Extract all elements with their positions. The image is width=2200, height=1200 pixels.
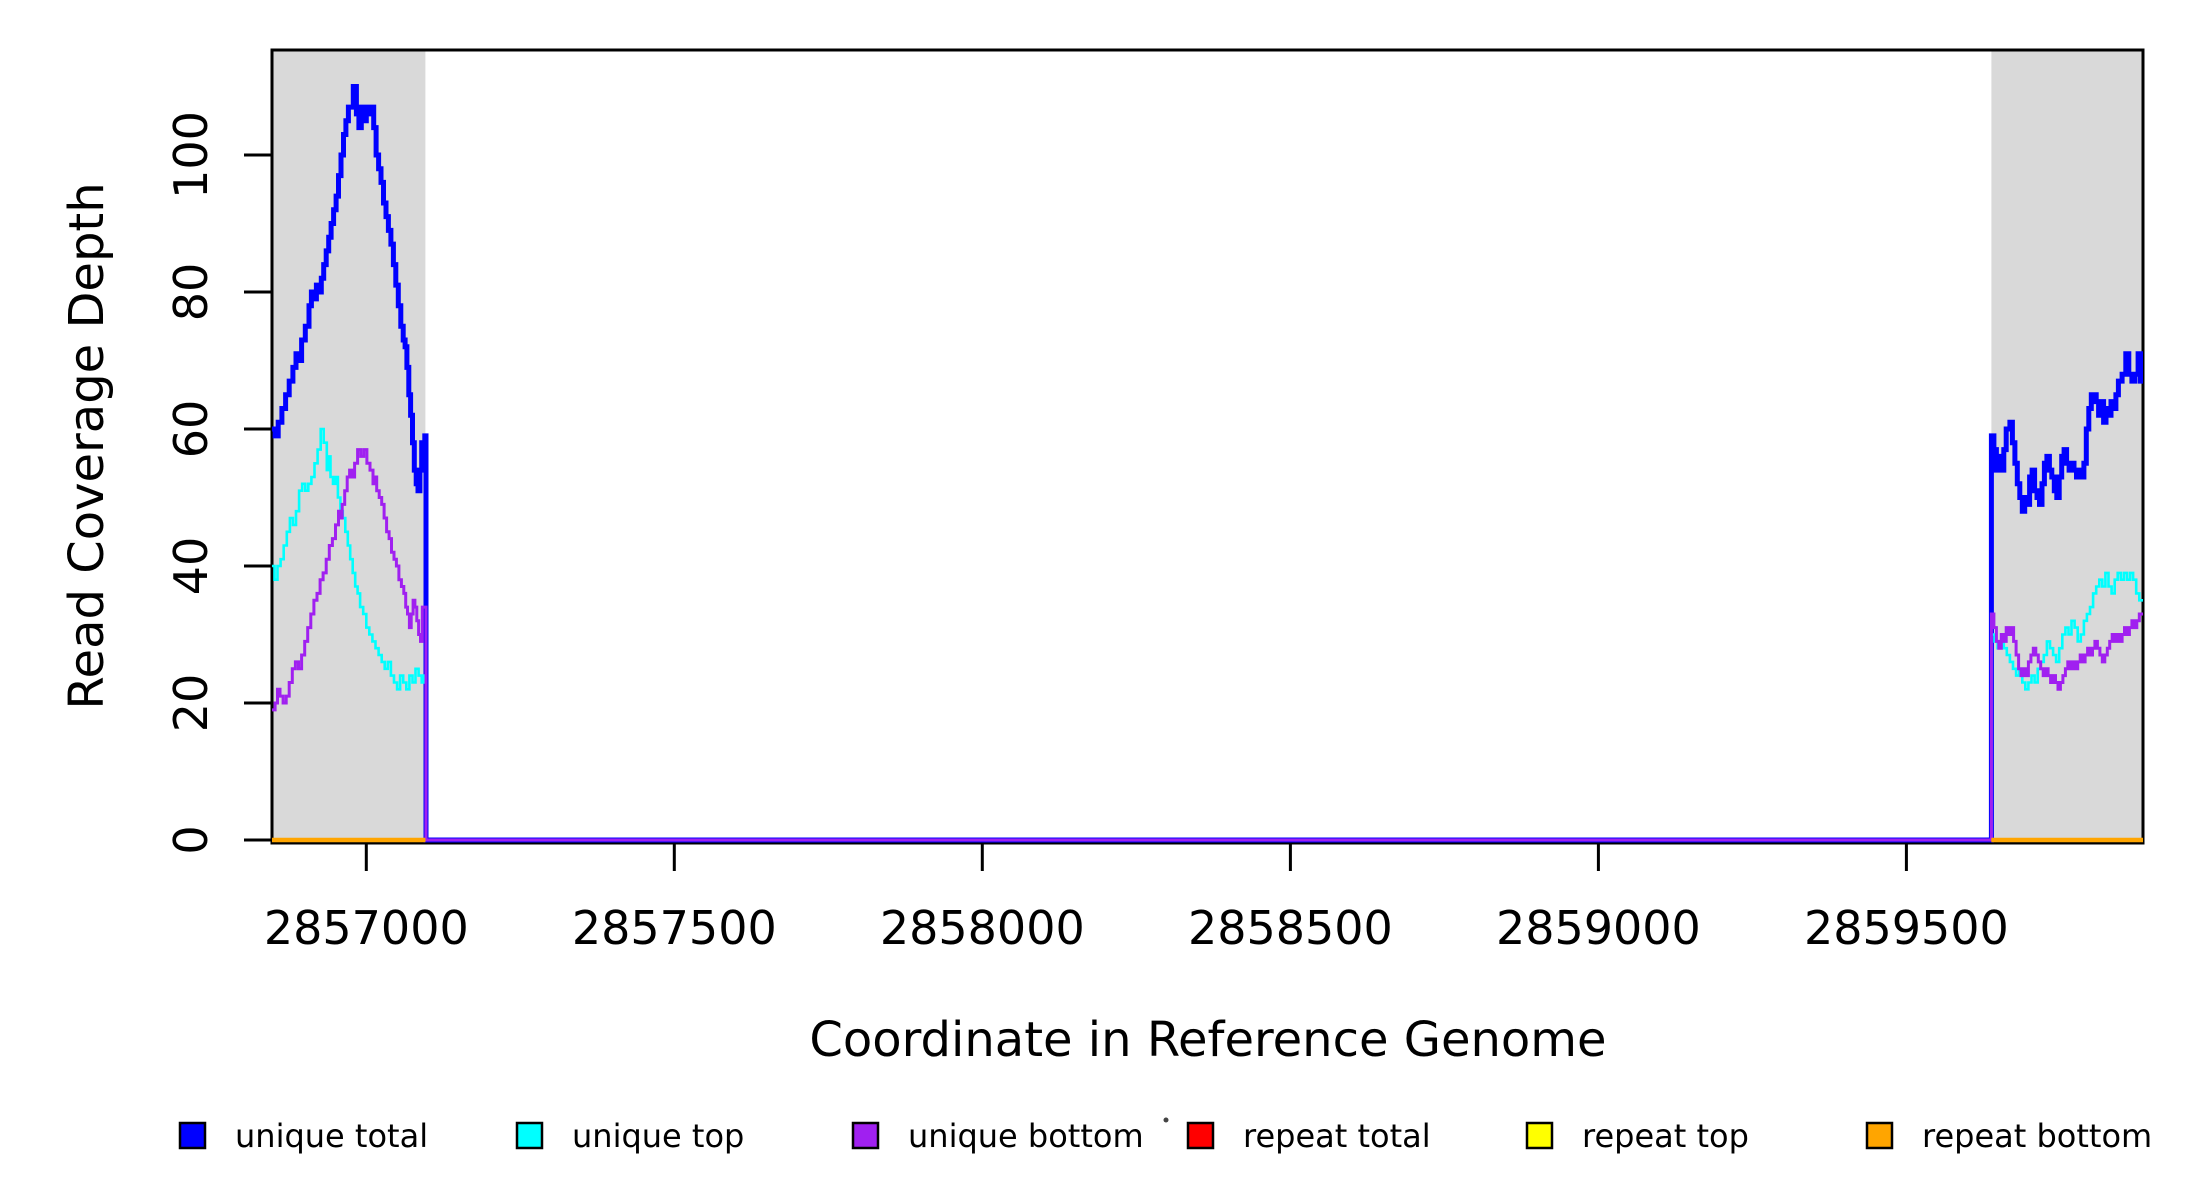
legend-swatch-unique-top bbox=[515, 1121, 544, 1150]
data-series-layer bbox=[272, 84, 2143, 843]
legend-label-unique-top: unique top bbox=[572, 1117, 744, 1155]
legend-label-unique-bottom: unique bottom bbox=[908, 1117, 1144, 1155]
x-axis-tick-label: 2859500 bbox=[1804, 901, 2009, 955]
x-axis-tick-label: 2858500 bbox=[1188, 901, 1393, 955]
y-axis-tick-label: 0 bbox=[164, 825, 218, 854]
axis-ticks-layer: 2857000 2857500 2858000 2858500 2859000 28595… bbox=[164, 111, 2009, 955]
y-axis-tick-label: 40 bbox=[164, 537, 218, 596]
y-axis-tick-label: 100 bbox=[164, 111, 218, 199]
x-axis-tick-label: 2859000 bbox=[1496, 901, 1701, 955]
x-axis-tick-label: 2858000 bbox=[880, 901, 1085, 955]
legend-label-repeat-bottom: repeat bottom bbox=[1922, 1117, 2152, 1155]
series-unique-bottom-line bbox=[272, 448, 2143, 842]
y-axis-tick-label: 80 bbox=[164, 263, 218, 322]
stray-dot bbox=[1163, 1117, 1169, 1123]
y-axis-title: Read Coverage Depth bbox=[59, 182, 115, 709]
legend-swatch-unique-total bbox=[178, 1121, 207, 1150]
plot-border-box bbox=[270, 48, 2145, 845]
series-unique-total-line bbox=[272, 84, 2143, 843]
legend-label-repeat-top: repeat top bbox=[1582, 1117, 1749, 1155]
legend-swatch-unique-bottom bbox=[851, 1121, 880, 1150]
repeat-region-shading-layer bbox=[272, 50, 2143, 843]
legend-label-unique-total: unique total bbox=[235, 1117, 428, 1155]
legend-swatch-repeat-total bbox=[1186, 1121, 1215, 1150]
legend-swatch-repeat-bottom bbox=[1865, 1121, 1894, 1150]
x-axis-tick-label: 2857000 bbox=[264, 901, 469, 955]
x-axis-title: Coordinate in Reference Genome bbox=[809, 1012, 1606, 1068]
y-axis-tick-label: 20 bbox=[164, 674, 218, 733]
legend: unique total unique top unique bottom repea… bbox=[178, 1117, 2152, 1155]
repeat-region-shade-left bbox=[272, 50, 426, 843]
legend-swatch-repeat-top bbox=[1525, 1121, 1554, 1150]
series-unique-top-line bbox=[272, 427, 2143, 842]
legend-label-repeat-total: repeat total bbox=[1243, 1117, 1431, 1155]
y-axis-tick-label: 60 bbox=[164, 400, 218, 459]
x-axis-tick-label: 2857500 bbox=[572, 901, 777, 955]
